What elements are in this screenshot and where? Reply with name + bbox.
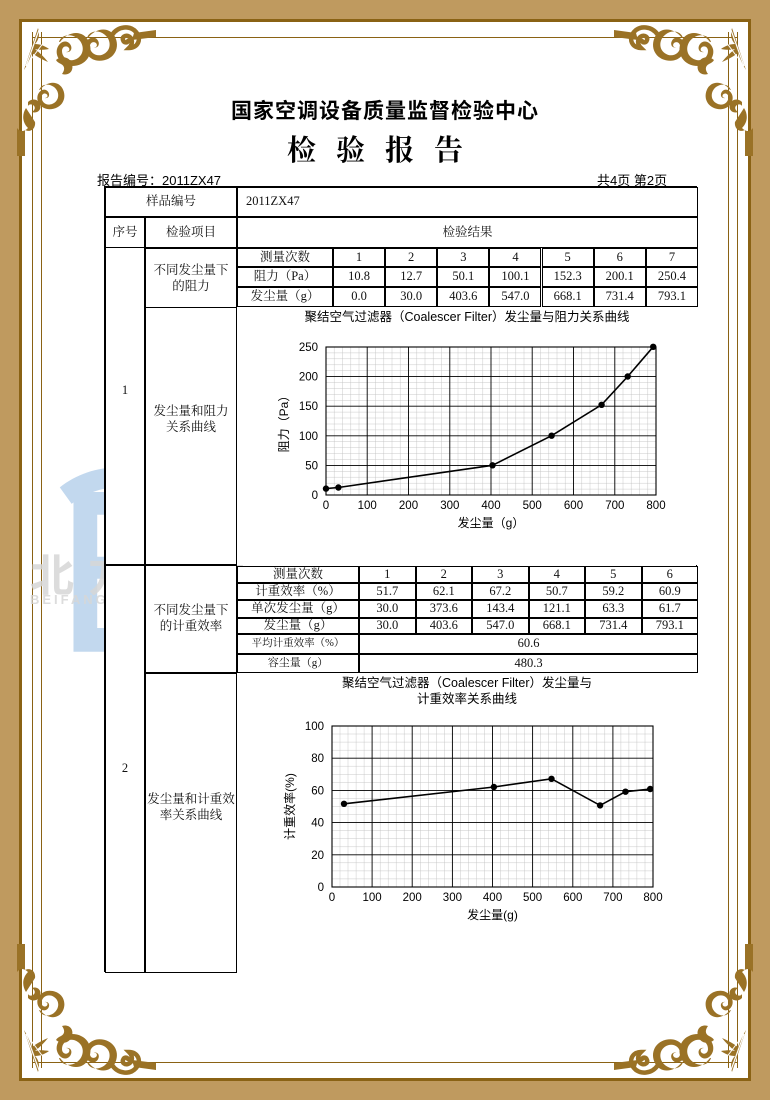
svg-text:计重效率(%): 计重效率(%) bbox=[282, 773, 297, 840]
svg-text:80: 80 bbox=[311, 753, 324, 765]
svg-text:计重效率关系曲线: 计重效率关系曲线 bbox=[417, 691, 518, 706]
svg-text:20: 20 bbox=[311, 850, 324, 862]
svg-text:600: 600 bbox=[563, 892, 582, 904]
svg-text:聚结空气过滤器（Coalescer Filter）发尘量与: 聚结空气过滤器（Coalescer Filter）发尘量与 bbox=[342, 675, 592, 690]
svg-text:100: 100 bbox=[305, 721, 324, 733]
svg-text:600: 600 bbox=[564, 500, 583, 512]
svg-text:100: 100 bbox=[358, 500, 377, 512]
svg-text:发尘量(g): 发尘量(g) bbox=[467, 907, 518, 922]
svg-text:800: 800 bbox=[643, 892, 662, 904]
svg-text:50: 50 bbox=[305, 460, 318, 472]
svg-text:400: 400 bbox=[481, 500, 500, 512]
svg-text:100: 100 bbox=[299, 431, 318, 443]
svg-text:500: 500 bbox=[523, 500, 542, 512]
svg-text:聚结空气过滤器（Coalescer Filter）发尘量与阻: 聚结空气过滤器（Coalescer Filter）发尘量与阻力关系曲线 bbox=[304, 309, 630, 324]
svg-text:阻力（Pa）: 阻力（Pa） bbox=[277, 390, 291, 453]
svg-text:0: 0 bbox=[323, 500, 329, 512]
svg-text:发尘量（g）: 发尘量（g） bbox=[458, 515, 525, 530]
svg-text:0: 0 bbox=[318, 882, 324, 894]
svg-text:300: 300 bbox=[443, 892, 462, 904]
svg-text:500: 500 bbox=[523, 892, 542, 904]
svg-text:200: 200 bbox=[403, 892, 422, 904]
svg-text:300: 300 bbox=[440, 500, 459, 512]
svg-text:700: 700 bbox=[605, 500, 624, 512]
svg-text:40: 40 bbox=[311, 818, 324, 830]
svg-text:100: 100 bbox=[363, 892, 382, 904]
svg-text:0: 0 bbox=[312, 490, 318, 502]
svg-text:200: 200 bbox=[299, 372, 318, 384]
svg-text:0: 0 bbox=[329, 892, 335, 904]
svg-text:700: 700 bbox=[603, 892, 622, 904]
svg-text:400: 400 bbox=[483, 892, 502, 904]
svg-text:60: 60 bbox=[311, 785, 324, 797]
svg-text:800: 800 bbox=[646, 500, 665, 512]
svg-text:200: 200 bbox=[399, 500, 418, 512]
svg-text:250: 250 bbox=[299, 342, 318, 354]
svg-text:150: 150 bbox=[299, 401, 318, 413]
